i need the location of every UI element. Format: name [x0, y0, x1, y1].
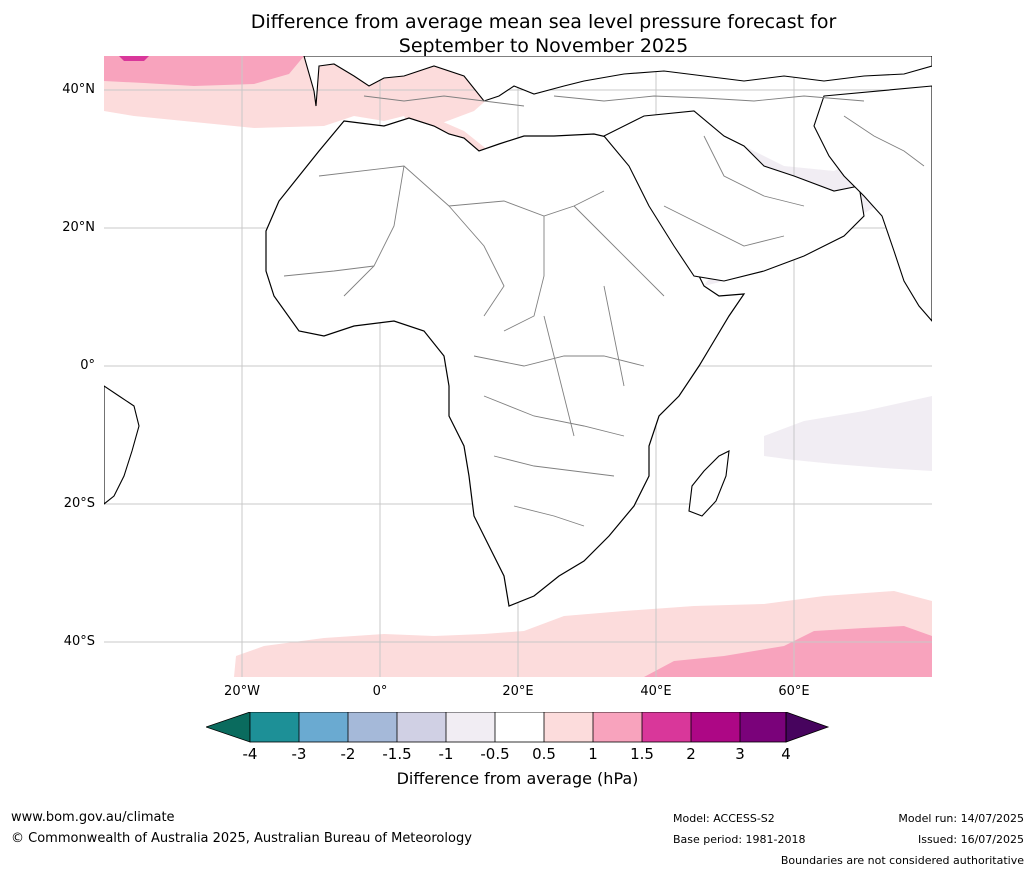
colorbar-segment — [495, 712, 544, 742]
colorbar — [206, 712, 830, 743]
colorbar-tick: 1 — [588, 745, 598, 763]
lat-label-0: 0° — [80, 358, 95, 373]
footer-issued: Issued: 16/07/2025 — [917, 833, 1024, 846]
anomaly-indian-ocean-lavender — [764, 396, 932, 471]
lat-label-20n: 20°N — [62, 220, 95, 235]
country-borders — [283, 95, 925, 527]
arabia-coastline — [603, 110, 865, 282]
south-america-coastline — [104, 385, 140, 505]
colorbar-segment — [642, 712, 691, 742]
colorbar-segment — [544, 712, 593, 742]
colorbar-tick: -3 — [291, 745, 307, 763]
footer-base-period: Base period: 1981-2018 — [673, 833, 806, 846]
lon-label-40e: 40°E — [640, 684, 672, 699]
colorbar-segment — [691, 712, 740, 742]
anomaly-north-atlantic-high — [119, 56, 149, 61]
title-line-2: September to November 2025 — [398, 35, 689, 57]
colorbar-tick: 0.5 — [532, 745, 556, 763]
lat-label-40s: 40°S — [63, 634, 95, 649]
footer-website: www.bom.gov.au/climate — [11, 810, 175, 825]
colorbar-tick: 2 — [686, 745, 696, 763]
lat-label-20s: 20°S — [63, 496, 95, 511]
colorbar-label: Difference from average (hPa) — [396, 769, 639, 788]
colorbar-segment — [446, 712, 495, 742]
lon-label-20e: 20°E — [502, 684, 534, 699]
colorbar-tick: -2 — [340, 745, 356, 763]
colorbar-tick: -0.5 — [480, 745, 510, 763]
map-panel — [104, 56, 932, 677]
colorbar-segment — [740, 712, 786, 742]
colorbar-segment — [397, 712, 446, 742]
colorbar-segment — [348, 712, 397, 742]
madagascar-coastline — [688, 450, 730, 517]
colorbar-tick: 4 — [781, 745, 791, 763]
colorbar-tick: -1 — [438, 745, 454, 763]
colorbar-segment — [250, 712, 299, 742]
anomaly-north-atlantic-mid — [104, 56, 304, 86]
colorbar-under-arrow — [206, 712, 251, 743]
footer-model-run: Model run: 14/07/2025 — [898, 812, 1024, 825]
colorbar-tick: -4 — [242, 745, 258, 763]
footer-disclaimer: Boundaries are not considered authoritat… — [780, 854, 1024, 867]
footer-model: Model: ACCESS-S2 — [673, 812, 775, 825]
map-title: Difference from average mean sea level p… — [0, 10, 1035, 58]
asia-coastline — [813, 85, 932, 322]
colorbar-over-arrow — [785, 712, 830, 743]
colorbar-tick: -1.5 — [382, 745, 412, 763]
colorbar-segment — [593, 712, 642, 742]
lon-label-20w: 20°W — [224, 684, 260, 699]
anomaly-south-mid — [644, 626, 932, 677]
map-svg — [104, 56, 932, 677]
colorbar-tick: 3 — [735, 745, 745, 763]
lon-label-60e: 60°E — [778, 684, 810, 699]
colorbar-tick: 1.5 — [630, 745, 654, 763]
europe-coastline — [303, 56, 932, 107]
footer-copyright: © Commonwealth of Australia 2025, Austra… — [11, 831, 472, 846]
title-line-1: Difference from average mean sea level p… — [250, 11, 837, 33]
lat-label-40n: 40°N — [62, 82, 95, 97]
lon-label-0: 0° — [372, 684, 388, 699]
colorbar-segment — [299, 712, 348, 742]
